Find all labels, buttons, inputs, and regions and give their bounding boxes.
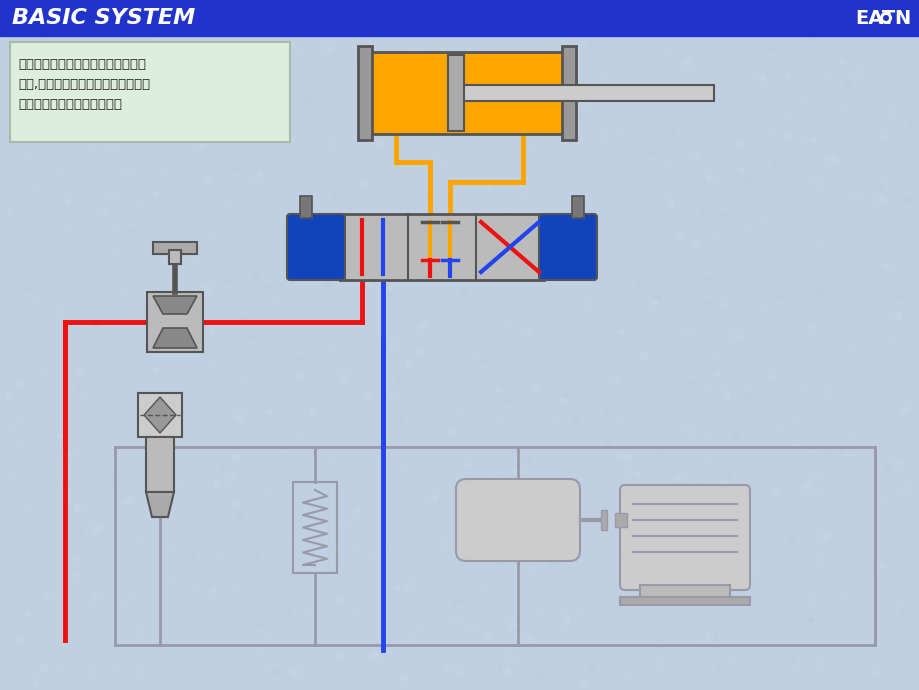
Text: BASIC SYSTEM: BASIC SYSTEM: [12, 8, 195, 28]
Bar: [600, 510, 607, 530]
Bar: [463, 85, 713, 101]
Bar: [0, 0, 919, 36]
Circle shape: [879, 12, 891, 24]
Bar: [368, 52, 565, 134]
Polygon shape: [153, 296, 197, 314]
Bar: [340, 214, 543, 280]
Bar: [562, 46, 575, 140]
Bar: [357, 46, 371, 140]
FancyBboxPatch shape: [456, 479, 579, 561]
Bar: [153, 242, 197, 254]
FancyBboxPatch shape: [619, 485, 749, 590]
Text: N: N: [893, 8, 909, 28]
Bar: [292, 482, 336, 573]
FancyBboxPatch shape: [287, 214, 345, 280]
Bar: [10, 42, 289, 142]
Bar: [448, 55, 463, 131]
Bar: [169, 250, 181, 264]
Bar: [619, 597, 749, 605]
Text: EAT: EAT: [854, 8, 894, 28]
Polygon shape: [153, 328, 197, 348]
Bar: [138, 393, 182, 437]
Text: 磁阀不具有控制速度的能力。: 磁阀不具有控制速度的能力。: [18, 98, 122, 111]
Text: 回缩,其速度由流量控制阀确定，而电: 回缩,其速度由流量控制阀确定，而电: [18, 78, 150, 91]
Polygon shape: [146, 492, 174, 517]
Bar: [614, 513, 627, 527]
Bar: [147, 292, 203, 352]
Bar: [640, 585, 729, 600]
Bar: [300, 196, 312, 218]
Circle shape: [882, 15, 888, 21]
Text: 当电磁阀得电时，油缸活塞将伸出和: 当电磁阀得电时，油缸活塞将伸出和: [18, 58, 146, 71]
Bar: [572, 196, 584, 218]
Bar: [374, 57, 446, 129]
Polygon shape: [144, 397, 176, 433]
FancyBboxPatch shape: [539, 214, 596, 280]
Bar: [146, 437, 174, 492]
